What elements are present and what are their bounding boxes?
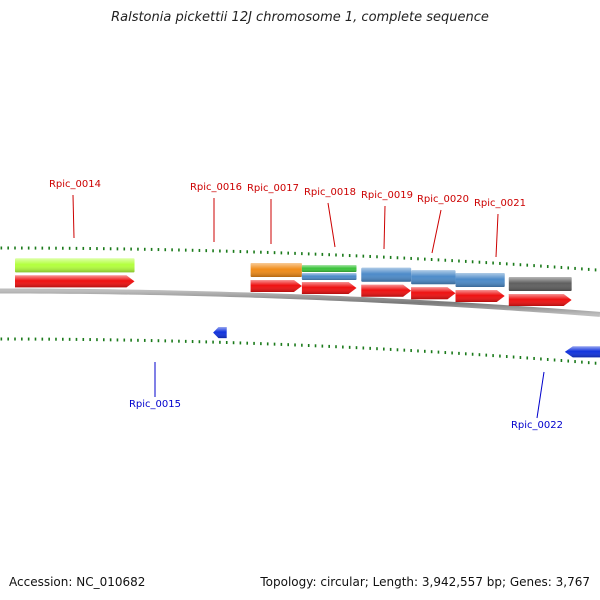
rpic-0021-feature-box-shade [508, 276, 572, 291]
rpic-0014-feature-box-shade [15, 258, 135, 273]
rpic-0021-label[interactable]: Rpic_0021 [474, 198, 526, 209]
rpic-0016-feature-box-shade [250, 262, 302, 277]
rpic-0016-cds-arrow-shade [250, 280, 302, 292]
rpic-0014-label[interactable]: Rpic_0014 [49, 179, 101, 190]
rpic-0018-leader [327, 202, 336, 248]
rpic-0021-cds-arrow-shade [508, 294, 572, 306]
rpic-0015-reverse-arrow-shade [213, 327, 227, 339]
rpic-0018-feature-box-shade [361, 267, 412, 282]
rpic-0014-cds-arrow-shade [15, 275, 135, 288]
rpic-0017-label[interactable]: Rpic_0017 [247, 183, 299, 194]
rpic-0018-cds-arrow-shade [361, 284, 412, 297]
rpic-0015-label[interactable]: Rpic_0015 [129, 399, 181, 410]
rpic-0020-feature-box-shade [455, 272, 505, 287]
rpic-0014-leader [72, 194, 75, 239]
rpic-0017-feature-top-shade [301, 265, 357, 273]
accession-label: Accession: NC_010682 [9, 575, 146, 589]
rpic-0019-leader [383, 205, 386, 250]
rpic-0016-label[interactable]: Rpic_0016 [190, 182, 242, 193]
rpic-0018-label[interactable]: Rpic_0018 [304, 187, 356, 198]
rpic-0017-cds-arrow-shade [301, 282, 357, 294]
rpic-0017-feature-mid-shade [301, 273, 357, 281]
map-title: Ralstonia pickettii 12J chromosome 1, co… [111, 10, 489, 25]
rpic-0019-label[interactable]: Rpic_0019 [361, 190, 413, 201]
topology-summary: Topology: circular; Length: 3,942,557 bp… [260, 575, 590, 589]
rpic-0019-cds-arrow-shade [411, 287, 456, 300]
rpic-0022-label[interactable]: Rpic_0022 [511, 420, 563, 431]
rpic-0022-leader [536, 371, 545, 419]
rpic-0020-leader [431, 209, 442, 254]
rpic-0020-label[interactable]: Rpic_0020 [417, 194, 469, 205]
genome-backbone [0, 288, 600, 317]
rpic-0022-reverse-arrow-shade [564, 346, 600, 358]
rpic-0021-leader [495, 213, 499, 258]
rpic-0019-feature-box-shade [411, 270, 456, 285]
rpic-0020-cds-arrow-shade [455, 290, 505, 302]
